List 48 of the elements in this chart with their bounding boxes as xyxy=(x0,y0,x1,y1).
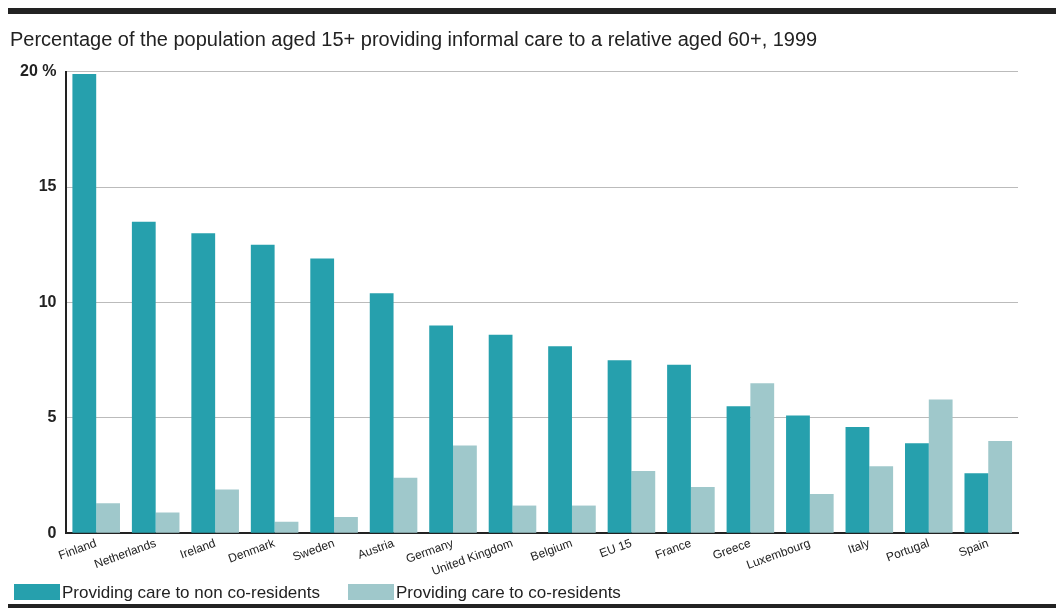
bar xyxy=(988,440,1013,533)
bar xyxy=(845,427,870,533)
bar xyxy=(548,346,572,533)
bar xyxy=(869,466,894,533)
bar xyxy=(750,383,775,533)
y-tick-label: 15 xyxy=(38,177,57,195)
bar xyxy=(631,470,656,533)
bar xyxy=(928,399,953,533)
y-tick-label: 10 xyxy=(38,292,57,310)
bar xyxy=(786,415,810,533)
y-tick-label: 0 xyxy=(47,523,57,541)
bar xyxy=(393,477,418,533)
bar xyxy=(690,487,715,533)
x-tick-label: Italy xyxy=(846,535,872,557)
bar xyxy=(131,221,156,533)
bar xyxy=(571,505,596,533)
y-tick-label: 20 % xyxy=(20,62,57,80)
bar xyxy=(964,473,989,533)
x-tick-label: France xyxy=(653,535,694,562)
bar xyxy=(274,521,299,533)
bar xyxy=(726,406,751,533)
x-tick-label: EU 15 xyxy=(597,535,634,561)
bar xyxy=(429,325,454,533)
bar xyxy=(72,73,97,533)
bar xyxy=(369,293,394,533)
x-tick-label: Ireland xyxy=(178,535,218,562)
bar xyxy=(191,233,216,533)
x-tick-label: Sweden xyxy=(290,535,337,564)
bar xyxy=(905,443,929,533)
bar xyxy=(809,494,834,533)
x-tick-label: Austria xyxy=(355,535,397,562)
x-tick-label: Belgium xyxy=(528,535,575,564)
bar xyxy=(96,503,120,533)
bar xyxy=(334,517,358,533)
legend-label: Providing care to non co-residents xyxy=(61,583,320,603)
legend-label: Providing care to co-residents xyxy=(395,583,621,603)
bar xyxy=(488,334,513,533)
x-tick-label: Spain xyxy=(956,535,991,560)
bar xyxy=(310,258,335,533)
bar xyxy=(155,512,180,533)
bar xyxy=(512,505,537,533)
bar xyxy=(250,244,275,533)
bar xyxy=(453,445,477,533)
chart-title: Percentage of the population aged 15+ providing informal care to a relative aged 60+, 1999 xyxy=(10,28,818,51)
bar xyxy=(607,360,632,533)
bar xyxy=(667,364,691,533)
y-tick-label: 5 xyxy=(47,408,57,426)
bar xyxy=(215,489,239,533)
